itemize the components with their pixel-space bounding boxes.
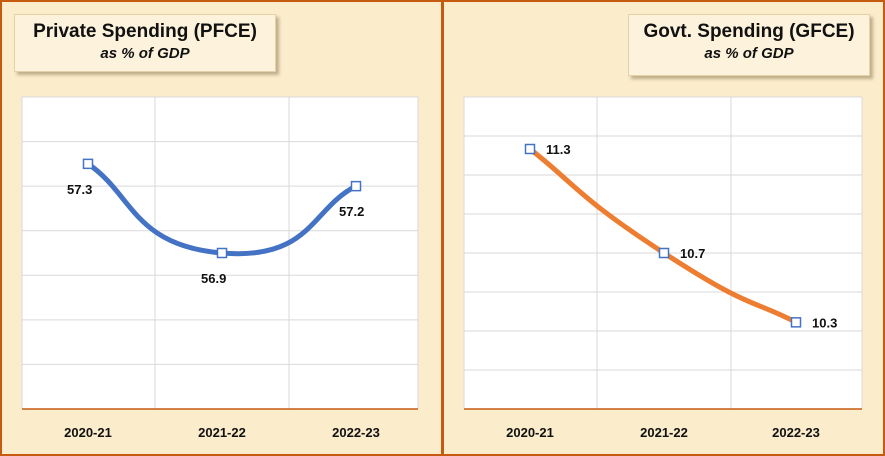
x-tick-label: 2020-21 bbox=[64, 425, 112, 440]
gfce-chart: 11.3 10.7 10.3 2020-21 2021-22 2022-23 bbox=[463, 96, 863, 440]
data-point bbox=[790, 317, 802, 328]
chart-subtitle: as % of GDP bbox=[704, 45, 794, 62]
x-tick-label: 2022-23 bbox=[772, 425, 820, 440]
pfce-chart: 57.3 56.9 57.2 2020-21 2021-22 2022-23 bbox=[21, 96, 419, 440]
x-tick-label: 2020-21 bbox=[506, 425, 554, 440]
data-point bbox=[350, 180, 362, 192]
data-point bbox=[216, 247, 228, 259]
data-point bbox=[658, 247, 670, 259]
x-tick-label: 2021-22 bbox=[198, 425, 246, 440]
gridlines bbox=[21, 96, 419, 409]
data-label: 11.3 bbox=[546, 142, 571, 157]
data-label: 57.3 bbox=[67, 182, 92, 197]
gfce-title-box: Govt. Spending (GFCE) as % of GDP bbox=[628, 14, 870, 76]
x-tick-label: 2021-22 bbox=[640, 425, 688, 440]
gridlines bbox=[463, 96, 863, 409]
data-label: 10.3 bbox=[812, 315, 837, 330]
panel-divider bbox=[441, 0, 444, 456]
data-label: 56.9 bbox=[201, 271, 226, 286]
data-label: 10.7 bbox=[680, 246, 705, 261]
chart-subtitle: as % of GDP bbox=[100, 45, 190, 62]
chart-title: Private Spending (PFCE) bbox=[33, 21, 257, 42]
pfce-title-box: Private Spending (PFCE) as % of GDP bbox=[14, 14, 276, 72]
data-point bbox=[82, 158, 94, 170]
pfce-panel: 57.3 56.9 57.2 2020-21 2021-22 2022-23 Priva… bbox=[0, 0, 441, 456]
chart-title: Govt. Spending (GFCE) bbox=[643, 21, 855, 42]
data-label: 57.2 bbox=[339, 204, 364, 219]
gfce-panel: 11.3 10.7 10.3 2020-21 2021-22 2022-23 Govt.… bbox=[444, 0, 885, 456]
x-tick-label: 2022-23 bbox=[332, 425, 380, 440]
data-point bbox=[524, 143, 536, 155]
